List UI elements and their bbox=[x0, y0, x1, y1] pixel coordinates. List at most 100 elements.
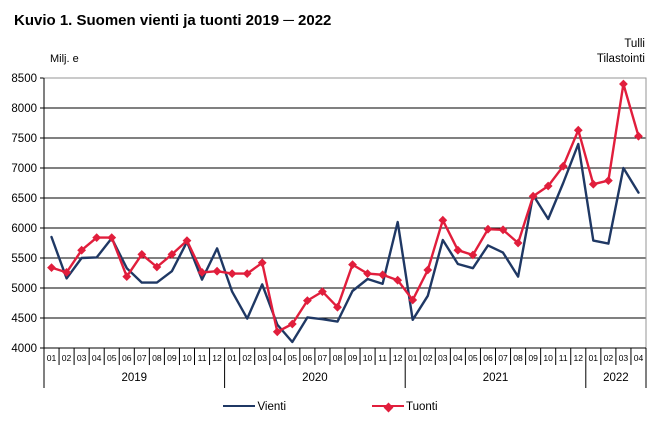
y-axis-label: 8000 bbox=[11, 103, 37, 115]
data-point-marker bbox=[167, 250, 177, 259]
data-point-marker bbox=[318, 287, 327, 296]
y-axis-label: 4500 bbox=[11, 313, 37, 325]
month-label: 09 bbox=[348, 353, 358, 363]
data-point-marker bbox=[393, 275, 403, 285]
year-label: 2020 bbox=[302, 372, 328, 384]
y-axis-label: 4000 bbox=[11, 343, 37, 355]
tuonti-line-swatch bbox=[372, 402, 404, 413]
month-label: 05 bbox=[107, 353, 117, 363]
data-point-marker bbox=[242, 269, 252, 278]
month-label: 02 bbox=[604, 353, 614, 363]
legend-item-vienti: Vienti bbox=[223, 401, 286, 413]
month-label: 04 bbox=[272, 353, 282, 363]
data-point-marker bbox=[378, 270, 388, 280]
month-label: 06 bbox=[483, 353, 493, 363]
month-label: 10 bbox=[543, 353, 553, 363]
month-label: 05 bbox=[288, 353, 298, 363]
month-label: 01 bbox=[589, 353, 599, 363]
data-point-marker bbox=[348, 260, 357, 269]
month-label: 01 bbox=[227, 353, 237, 363]
y-axis-label: 5500 bbox=[11, 253, 37, 265]
y-axis-label: 8500 bbox=[11, 73, 37, 85]
data-point-marker bbox=[212, 266, 222, 276]
data-point-marker bbox=[603, 176, 613, 185]
series-line-tuonti bbox=[50, 82, 640, 333]
series-line-vienti bbox=[50, 142, 640, 344]
legend-item-tuonti: Tuonti bbox=[372, 401, 438, 413]
month-label: 12 bbox=[573, 353, 583, 363]
y-axis-label: 6000 bbox=[11, 223, 37, 235]
data-point-marker bbox=[257, 258, 267, 268]
year-label: 2022 bbox=[603, 372, 629, 384]
month-label: 12 bbox=[212, 353, 222, 363]
data-point-marker bbox=[333, 302, 342, 312]
month-label: 07 bbox=[318, 353, 328, 363]
month-label: 12 bbox=[393, 353, 403, 363]
data-point-marker bbox=[47, 263, 56, 272]
data-point-marker bbox=[634, 131, 643, 141]
legend-label-vienti: Vienti bbox=[257, 401, 286, 413]
month-label: 04 bbox=[92, 353, 102, 363]
data-point-marker bbox=[107, 233, 117, 242]
data-point-marker bbox=[227, 269, 237, 278]
y-axis-unit-label: Milj. e bbox=[50, 53, 79, 65]
data-point-marker bbox=[573, 125, 583, 135]
month-label: 06 bbox=[303, 353, 313, 363]
data-point-marker bbox=[528, 191, 538, 201]
source-label-line1: Tulli bbox=[624, 38, 645, 50]
month-label: 02 bbox=[423, 353, 433, 363]
month-label: 09 bbox=[167, 353, 177, 363]
data-point-marker bbox=[92, 233, 102, 242]
data-point-marker bbox=[77, 245, 87, 255]
month-label: 04 bbox=[634, 353, 644, 363]
month-label: 02 bbox=[242, 353, 252, 363]
month-label: 03 bbox=[438, 353, 448, 363]
month-label: 08 bbox=[333, 353, 343, 363]
y-axis-label: 7500 bbox=[11, 133, 37, 145]
y-axis-label: 6500 bbox=[11, 193, 37, 205]
chart-title: Kuvio 1. Suomen vienti ja tuonti 2019 ─ … bbox=[14, 12, 332, 29]
month-label: 04 bbox=[453, 353, 463, 363]
data-point-marker bbox=[438, 215, 448, 225]
data-point-marker bbox=[62, 268, 71, 277]
month-label: 01 bbox=[47, 353, 57, 363]
month-label: 05 bbox=[468, 353, 478, 363]
month-label: 02 bbox=[62, 353, 72, 363]
month-label: 03 bbox=[77, 353, 87, 363]
legend: Vienti Tuonti bbox=[0, 401, 661, 413]
data-point-marker bbox=[302, 296, 312, 305]
data-point-marker bbox=[483, 224, 493, 234]
data-point-marker bbox=[272, 327, 282, 337]
legend-label-tuonti: Tuonti bbox=[406, 401, 438, 413]
month-label: 10 bbox=[182, 353, 192, 363]
month-label: 06 bbox=[122, 353, 132, 363]
month-label: 11 bbox=[198, 353, 207, 363]
data-point-marker bbox=[513, 238, 523, 248]
data-point-marker bbox=[543, 181, 553, 191]
y-axis-label: 7000 bbox=[11, 163, 37, 175]
tuonti-diamond-marker bbox=[383, 402, 394, 413]
data-point-marker bbox=[423, 265, 433, 275]
data-point-marker bbox=[363, 269, 372, 278]
month-label: 08 bbox=[152, 353, 162, 363]
data-point-marker bbox=[619, 79, 628, 89]
source-label-line2: Tilastointi bbox=[596, 53, 645, 65]
year-label: 2021 bbox=[483, 372, 509, 384]
month-label: 01 bbox=[408, 353, 418, 363]
data-point-marker bbox=[453, 245, 463, 255]
vienti-line-swatch bbox=[223, 405, 256, 409]
month-label: 11 bbox=[378, 353, 387, 363]
source-label: Tulli Tilastointi bbox=[597, 37, 645, 67]
data-point-marker bbox=[137, 250, 147, 259]
data-point-marker bbox=[197, 268, 207, 277]
data-point-marker bbox=[468, 250, 478, 260]
month-label: 09 bbox=[528, 353, 538, 363]
month-label: 07 bbox=[498, 353, 508, 363]
month-label: 08 bbox=[513, 353, 523, 363]
data-point-marker bbox=[287, 319, 297, 329]
y-axis-label: 5000 bbox=[11, 283, 37, 295]
data-point-marker bbox=[122, 272, 132, 281]
month-label: 10 bbox=[363, 353, 373, 363]
